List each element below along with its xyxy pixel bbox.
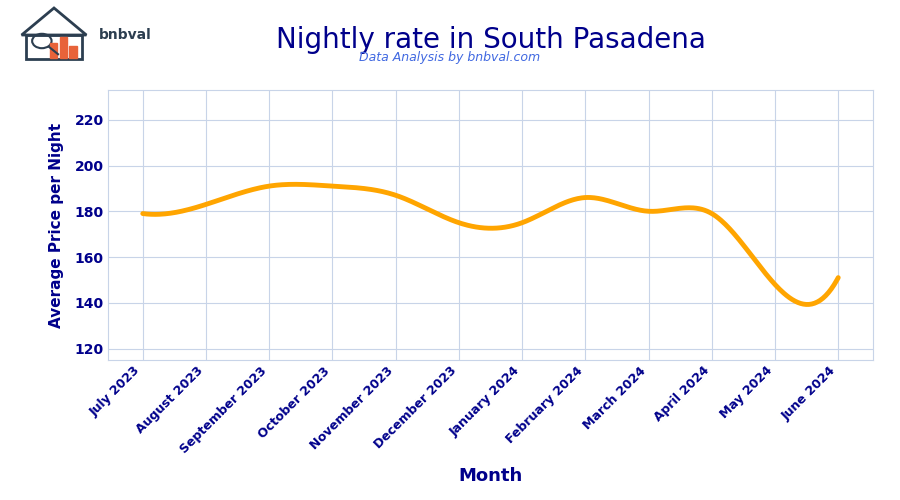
Bar <box>59 37 67 58</box>
Bar <box>25 35 83 59</box>
Bar <box>50 43 58 58</box>
Bar <box>69 46 76 58</box>
X-axis label: Month: Month <box>458 467 523 485</box>
Y-axis label: Average Price per Night: Average Price per Night <box>49 122 64 328</box>
Title: Nightly rate in South Pasadena: Nightly rate in South Pasadena <box>275 26 706 54</box>
Text: Data Analysis by bnbval.com: Data Analysis by bnbval.com <box>359 51 541 64</box>
Text: bnbval: bnbval <box>99 28 151 42</box>
